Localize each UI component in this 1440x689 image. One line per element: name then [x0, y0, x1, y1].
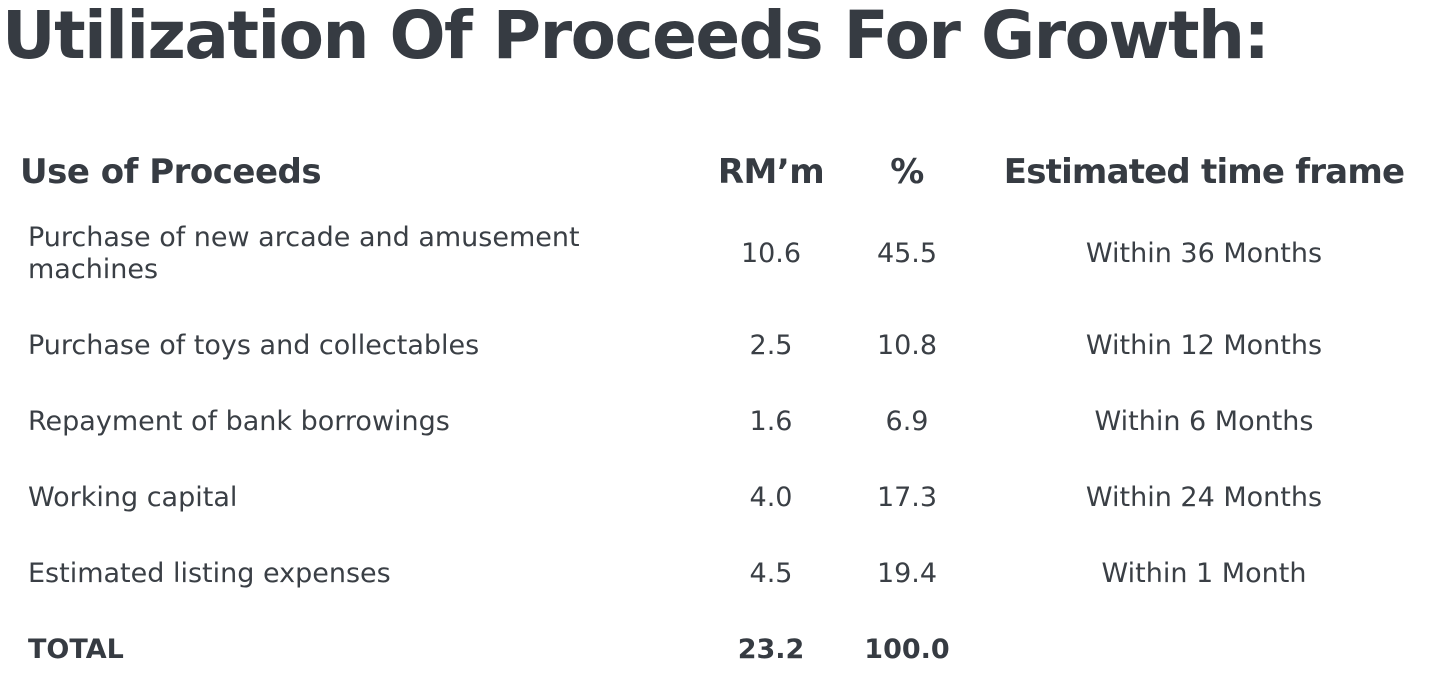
- row-time-frame: Within 24 Months: [1085, 482, 1323, 513]
- table-row: Repayment of bank borrowings 1.6 6.9 Wit…: [0, 406, 1440, 440]
- column-header-percent: %: [890, 152, 924, 192]
- table-row: Working capital 4.0 17.3 Within 24 Month…: [0, 482, 1440, 516]
- column-header-use: Use of Proceeds: [20, 152, 322, 192]
- row-time-frame: Within 1 Month: [1101, 558, 1307, 589]
- row-use: Estimated listing expenses: [28, 558, 391, 589]
- row-rm: 2.5: [749, 330, 793, 361]
- total-percent: 100.0: [864, 634, 950, 665]
- row-percent: 6.9: [885, 406, 929, 437]
- row-percent: 10.8: [876, 330, 938, 361]
- row-rm: 10.6: [740, 238, 802, 269]
- column-header-rm: RM’m: [717, 152, 825, 192]
- row-use: Purchase of new arcade and amusement mac…: [28, 222, 580, 285]
- row-percent: 19.4: [876, 558, 938, 589]
- total-row: TOTAL 23.2 100.0: [0, 634, 1440, 668]
- row-time-frame: Within 36 Months: [1085, 238, 1323, 269]
- total-rm: 23.2: [737, 634, 805, 665]
- page-title: Utilization Of Proceeds For Growth:: [2, 0, 1270, 74]
- row-time-frame: Within 6 Months: [1094, 406, 1314, 437]
- row-rm: 4.0: [749, 482, 793, 513]
- row-use: Repayment of bank borrowings: [28, 406, 450, 437]
- row-rm: 4.5: [749, 558, 793, 589]
- table-row: Purchase of new arcade and amusement mac…: [0, 222, 1440, 286]
- table-row: Estimated listing expenses 4.5 19.4 With…: [0, 558, 1440, 592]
- row-use: Working capital: [28, 482, 238, 513]
- row-time-frame: Within 12 Months: [1085, 330, 1323, 361]
- row-percent: 17.3: [876, 482, 938, 513]
- row-use: Purchase of toys and collectables: [28, 330, 480, 361]
- row-rm: 1.6: [749, 406, 793, 437]
- total-label: TOTAL: [28, 634, 124, 665]
- table-row: Purchase of toys and collectables 2.5 10…: [0, 330, 1440, 364]
- row-percent: 45.5: [876, 238, 938, 269]
- column-header-time-frame: Estimated time frame: [1003, 152, 1405, 192]
